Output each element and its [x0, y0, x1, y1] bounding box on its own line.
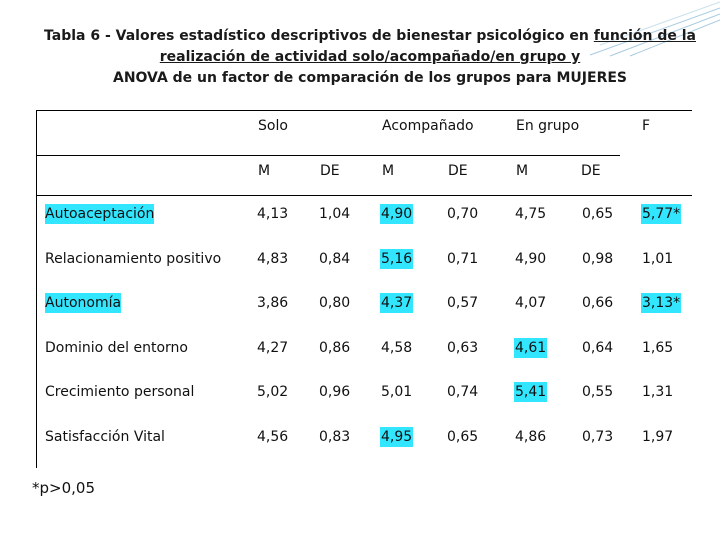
title-line3: ANOVA de un factor de comparación de los… — [112, 70, 557, 86]
table-cell: 1,97 — [642, 429, 674, 445]
subheader-m: M — [516, 163, 529, 179]
table-cell: 5,16 — [380, 249, 414, 269]
table-cell: 4,90 — [380, 204, 414, 224]
table-cell: 0,74 — [447, 384, 479, 400]
table-cell: 0,71 — [447, 251, 479, 267]
table-cell: 0,65 — [447, 429, 479, 445]
table-cell: 4,27 — [257, 340, 289, 356]
corner-decoration — [589, 1, 720, 57]
subheader-de: DE — [320, 163, 340, 179]
table-cell: 1,04 — [319, 206, 351, 222]
table-cell: 5,41 — [514, 382, 548, 402]
subheader-separator — [36, 195, 692, 196]
table-cell: 4,95 — [380, 427, 414, 447]
title-line1-underlined: función de la — [593, 28, 696, 44]
table-cell: 4,90 — [515, 251, 547, 267]
row-label: Crecimiento personal — [45, 384, 195, 400]
table-cell: 4,75 — [515, 206, 547, 222]
table-cell: 4,61 — [514, 338, 548, 358]
table-cell: 5,77* — [641, 204, 682, 224]
table-top-rule — [36, 110, 692, 111]
table-cell: 0,64 — [582, 340, 614, 356]
table-cell: 0,65 — [582, 206, 614, 222]
table-cell: 0,98 — [582, 251, 614, 267]
title-line2: realización de actividad solo/acompañado… — [159, 49, 581, 65]
title-emphasis: MUJERES — [556, 70, 628, 86]
table-cell: 3,86 — [257, 295, 289, 311]
row-label: Relacionamiento positivo — [45, 251, 222, 267]
table-left-border — [36, 110, 37, 468]
table-cell: 0,80 — [319, 295, 351, 311]
table-cell: 4,86 — [515, 429, 547, 445]
row-label: Autonomía — [45, 293, 122, 313]
table-cell: 4,56 — [257, 429, 289, 445]
table-cell: 3,13* — [641, 293, 682, 313]
subheader-de: DE — [581, 163, 601, 179]
subheader-m: M — [258, 163, 271, 179]
table-cell: 4,07 — [515, 295, 547, 311]
title-line1: Tabla 6 - Valores estadístico descriptiv… — [44, 28, 594, 44]
table-cell: 4,83 — [257, 251, 289, 267]
header-separator — [36, 155, 620, 156]
table-cell: 0,96 — [319, 384, 351, 400]
table-cell: 0,66 — [582, 295, 614, 311]
subheader-de: DE — [448, 163, 468, 179]
table-cell: 0,73 — [582, 429, 614, 445]
header-en-grupo: En grupo — [516, 118, 580, 134]
table-cell: 5,01 — [381, 384, 413, 400]
table-cell: 4,13 — [257, 206, 289, 222]
header-acompanado: Acompañado — [382, 118, 474, 134]
table-cell: 5,02 — [257, 384, 289, 400]
table-cell: 0,83 — [319, 429, 351, 445]
table-cell: 1,65 — [642, 340, 674, 356]
table-cell: 0,84 — [319, 251, 351, 267]
table-cell: 0,86 — [319, 340, 351, 356]
table-cell: 0,70 — [447, 206, 479, 222]
header-solo: Solo — [258, 118, 288, 134]
table-cell: 0,57 — [447, 295, 479, 311]
row-label: Satisfacción Vital — [45, 429, 165, 445]
subheader-m: M — [382, 163, 395, 179]
row-label: Autoaceptación — [45, 204, 155, 224]
header-f: F — [642, 118, 651, 134]
table-cell: 1,31 — [642, 384, 674, 400]
table-cell: 4,37 — [380, 293, 414, 313]
table-cell: 4,58 — [381, 340, 413, 356]
table-title: Tabla 6 - Valores estadístico descriptiv… — [40, 26, 700, 89]
row-label: Dominio del entorno — [45, 340, 188, 356]
footnote: *p>0,05 — [32, 479, 95, 497]
table-cell: 0,55 — [582, 384, 614, 400]
table-cell: 1,01 — [642, 251, 674, 267]
table-cell: 0,63 — [447, 340, 479, 356]
